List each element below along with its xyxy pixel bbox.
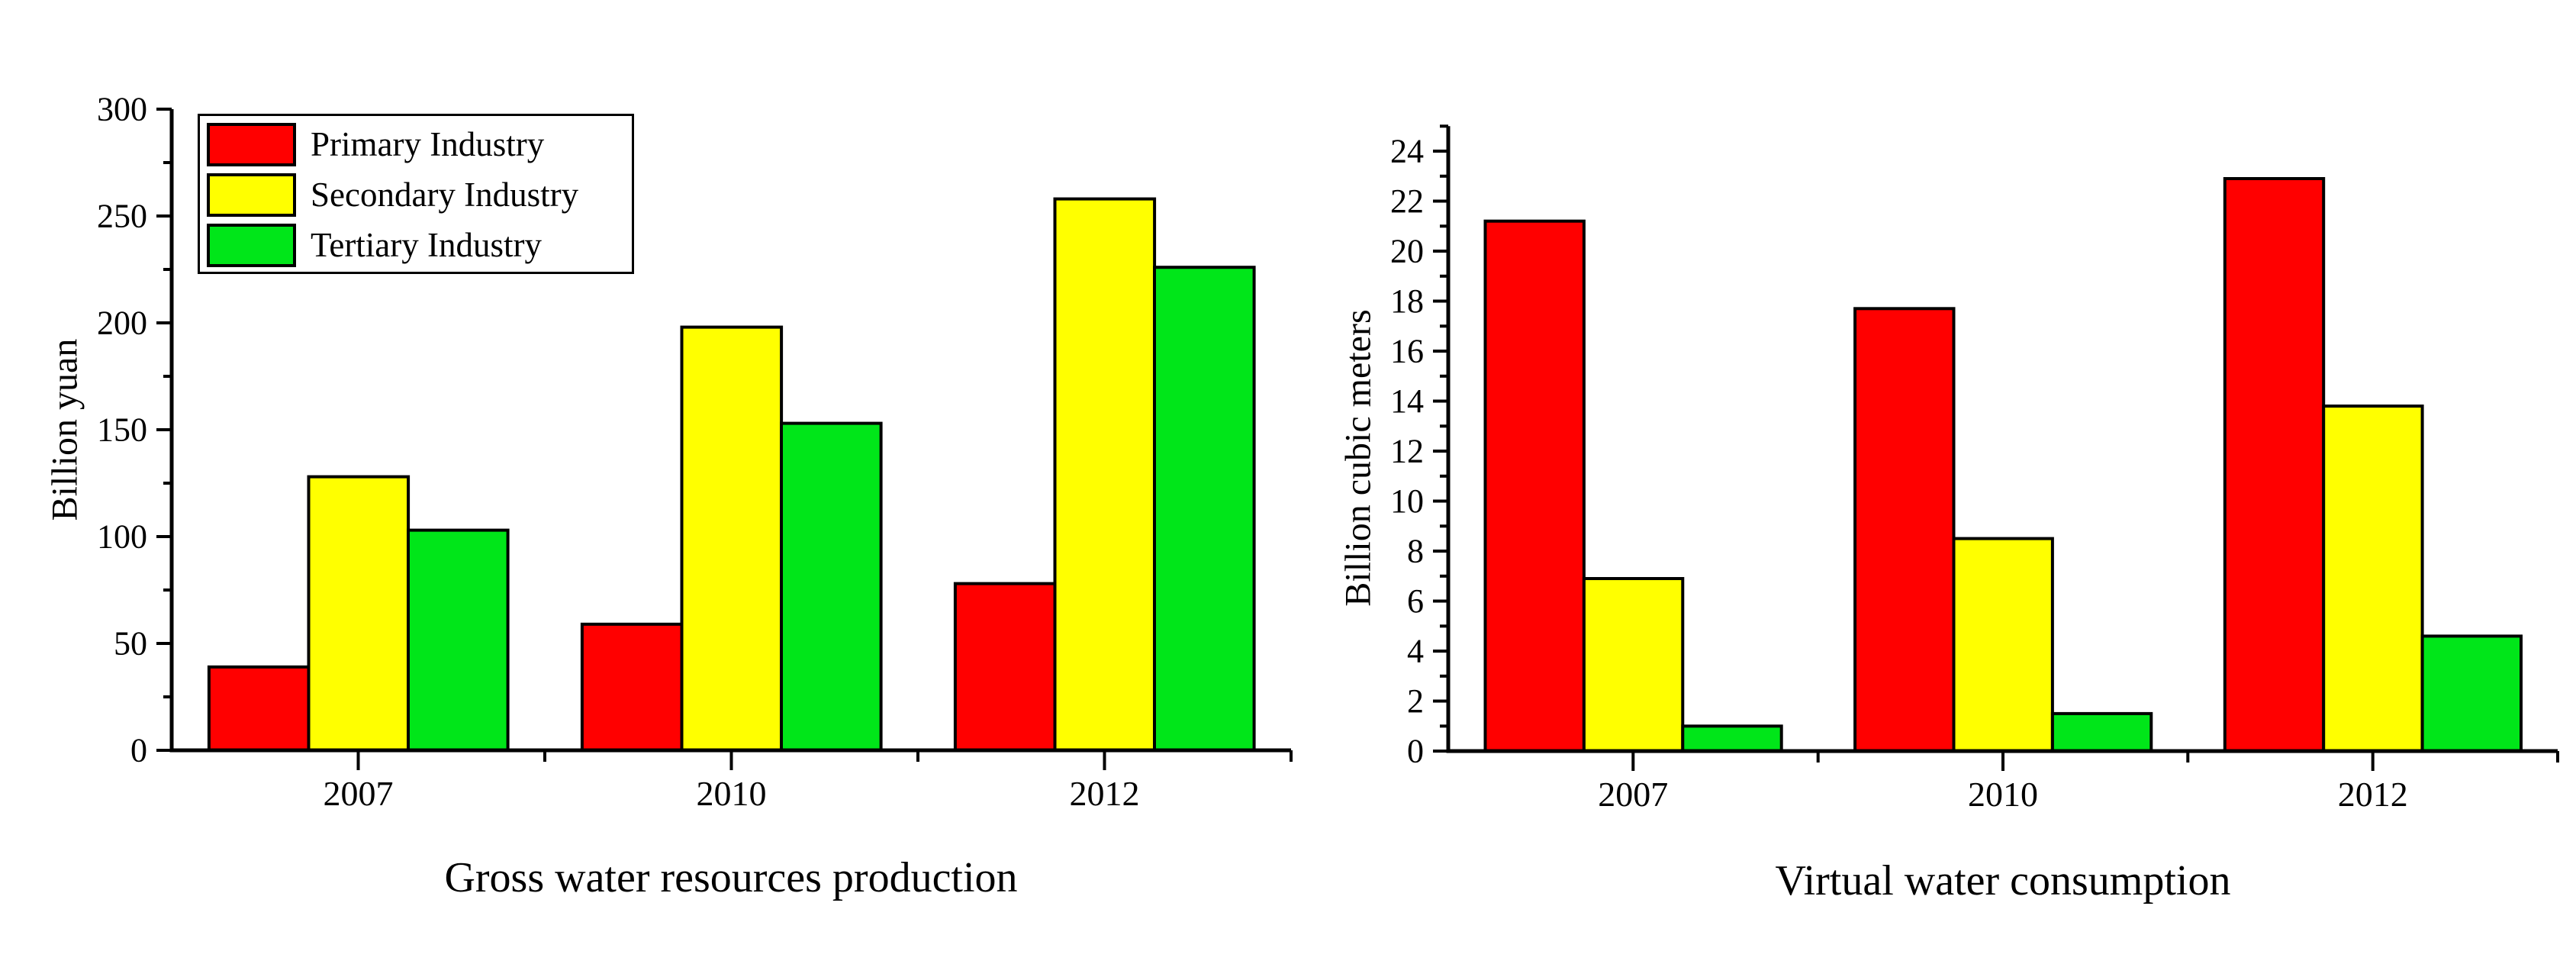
- x-axis-category-label: 2012: [2338, 775, 2408, 814]
- x-axis-category-label: 2010: [1968, 775, 2038, 814]
- left-chart-caption: Gross water resources production: [444, 854, 1018, 901]
- y-axis-tick-label: 20: [1390, 233, 1424, 270]
- y-axis-tick-label: 4: [1407, 633, 1424, 670]
- bar-tertiary-industry-2010: [2050, 711, 2153, 753]
- bar-secondary-industry-2010: [1952, 537, 2054, 753]
- legend-label: Secondary Industry: [311, 176, 579, 214]
- bar-primary-industry-2012: [2223, 177, 2326, 753]
- secondary-industry-swatch: [207, 173, 296, 217]
- y-axis-tick-label: 200: [97, 305, 147, 342]
- bar-tertiary-industry-2012: [2420, 634, 2523, 753]
- right-chart-caption: Virtual water consumption: [1775, 857, 2231, 904]
- y-axis-tick-label: 18: [1390, 282, 1424, 320]
- y-axis-tick-label: 2: [1407, 682, 1424, 720]
- x-axis-category-label: 2007: [1598, 775, 1668, 814]
- y-axis-tick-label: 6: [1407, 582, 1424, 620]
- tertiary-industry-swatch: [207, 224, 296, 267]
- bar-secondary-industry-2007: [1582, 577, 1685, 753]
- y-axis-tick-label: 0: [130, 732, 147, 769]
- y-axis-tick-label: 10: [1390, 482, 1424, 520]
- y-axis-tick-label: 14: [1390, 382, 1424, 420]
- legend-item-tertiary-industry: Tertiary Industry: [207, 224, 632, 267]
- y-axis-tick-label: 16: [1390, 333, 1424, 370]
- bar-primary-industry-2010: [1853, 307, 1956, 753]
- bar-tertiary-industry-2007: [1681, 724, 1783, 753]
- legend-label: Tertiary Industry: [311, 226, 543, 264]
- bar-secondary-industry-2012: [2322, 405, 2424, 753]
- y-axis-tick-label: 100: [97, 518, 147, 556]
- bar-secondary-industry-2012: [1053, 197, 1157, 753]
- bar-tertiary-industry-2010: [780, 421, 883, 752]
- y-axis-tick-label: 12: [1390, 433, 1424, 470]
- bar-secondary-industry-2007: [307, 475, 411, 752]
- primary-industry-swatch: [207, 123, 296, 166]
- x-axis-category-label: 2010: [697, 774, 767, 813]
- left-y-axis-title: Billion yuan: [44, 338, 85, 521]
- legend-item-primary-industry: Primary Industry: [207, 123, 632, 166]
- y-axis-tick-label: 22: [1390, 182, 1424, 220]
- x-axis-category-label: 2012: [1070, 774, 1140, 813]
- legend-box: Primary Industry Secondary Industry Tert…: [198, 114, 634, 274]
- right-y-axis-title: Billion cubic meters: [1338, 309, 1379, 607]
- bar-primary-industry-2007: [207, 665, 311, 752]
- y-axis-tick-label: 250: [97, 198, 147, 235]
- y-axis-tick-label: 150: [97, 411, 147, 449]
- y-axis-tick-label: 50: [114, 625, 147, 663]
- y-axis-tick-label: 24: [1390, 133, 1424, 170]
- legend-label: Primary Industry: [311, 125, 545, 163]
- legend-item-secondary-industry: Secondary Industry: [207, 173, 632, 217]
- y-axis-tick-label: 300: [97, 91, 147, 128]
- bar-primary-industry-2007: [1483, 219, 1586, 753]
- x-axis-category-label: 2007: [324, 774, 394, 813]
- y-axis-tick-label: 8: [1407, 533, 1424, 570]
- y-axis-tick-label: 0: [1407, 733, 1424, 770]
